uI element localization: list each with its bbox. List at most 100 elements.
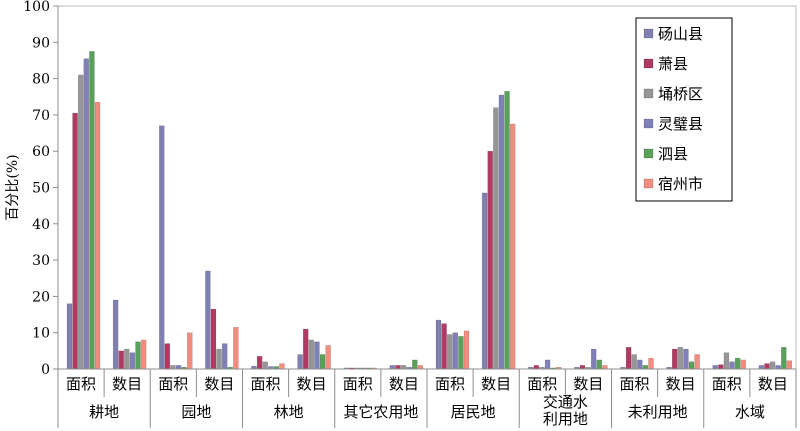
x-group-label: 其它农用地	[343, 403, 418, 421]
bar-宿州市-水域-面积	[740, 359, 746, 370]
bar-埇桥区-园地-数目	[216, 348, 222, 370]
bar-砀山县-居民地-面积	[435, 319, 442, 370]
bar-宿州市-未利用地-面积	[648, 357, 654, 370]
bar-宿州市-交通水利用地-数目	[602, 365, 608, 370]
y-tick-label: 60	[32, 144, 50, 160]
legend-label: 宿州市	[658, 175, 703, 193]
bar-埇桥区-未利用地-数目	[677, 347, 684, 370]
bar-萧县-交通水利用地-面积	[533, 365, 540, 370]
x-sublabel: 面积	[343, 375, 373, 393]
legend-swatch	[643, 118, 654, 129]
bar-萧县-林地-面积	[256, 356, 263, 370]
x-sublabel: 面积	[620, 375, 650, 393]
x-sublabel: 面积	[158, 375, 188, 393]
x-group-label: 居民地	[451, 403, 496, 421]
x-sublabel: 数目	[204, 375, 234, 393]
bar-宿州市-园地-数目	[233, 327, 239, 370]
x-sublabel: 面积	[712, 375, 742, 393]
y-tick-label: 0	[41, 362, 50, 378]
x-sublabel: 数目	[666, 375, 696, 393]
bar-萧县-交通水利用地-数目	[579, 365, 586, 370]
bar-灵璧县-园地-面积	[175, 365, 182, 370]
x-sublabel: 数目	[112, 375, 142, 393]
y-tick-label: 90	[32, 35, 50, 51]
bar-埇桥区-居民地-面积	[447, 334, 453, 370]
bar-灵璧县-耕地-面积	[83, 58, 90, 370]
bar-砀山县-水域-面积	[712, 365, 718, 370]
bar-灵璧县-居民地-数目	[498, 94, 505, 370]
bar-泗县-其它农用地-数目	[412, 359, 418, 370]
legend-label: 泗县	[658, 145, 688, 163]
bar-泗县-居民地-面积	[458, 336, 464, 370]
bar-泗县-耕地-数目	[135, 341, 141, 370]
y-tick-label: 80	[32, 72, 50, 88]
bar-灵璧县-未利用地-面积	[637, 359, 643, 370]
bar-灵璧县-耕地-数目	[129, 352, 136, 370]
bar-埇桥区-林地-数目	[308, 339, 315, 370]
bar-萧县-其它农用地-数目	[395, 365, 401, 370]
x-group-label: 未利用地	[628, 403, 688, 421]
x-sublabel: 面积	[66, 375, 96, 393]
bar-灵璧县-水域-面积	[729, 361, 735, 370]
bar-砀山县-耕地-面积	[66, 303, 73, 370]
bar-宿州市-园地-面积	[187, 332, 193, 370]
bar-埇桥区-未利用地-面积	[631, 354, 637, 370]
bar-萧县-耕地-数目	[118, 350, 124, 370]
y-tick-label: 10	[32, 326, 50, 342]
bar-泗县-未利用地-数目	[688, 361, 695, 370]
bar-泗县-水域-数目	[781, 347, 787, 370]
legend-swatch	[643, 178, 654, 189]
bar-砀山县-林地-数目	[297, 354, 303, 370]
legend-swatch	[643, 58, 654, 69]
bar-灵璧县-交通水利用地-数目	[590, 348, 597, 370]
y-axis-title: 百分比(%)	[5, 154, 21, 220]
y-tick-label: 70	[32, 108, 50, 124]
bar-泗县-耕地-面积	[89, 51, 95, 370]
bar-萧县-园地-面积	[164, 343, 171, 370]
bar-砀山县-园地-数目	[205, 270, 211, 370]
bar-灵璧县-未利用地-数目	[683, 348, 689, 370]
bar-泗县-水域-面积	[734, 357, 741, 370]
bar-宿州市-林地-面积	[279, 363, 285, 370]
bar-砀山县-居民地-数目	[481, 192, 488, 370]
bar-泗县-未利用地-面积	[642, 365, 649, 370]
x-sublabel: 面积	[251, 375, 281, 393]
bar-泗县-林地-数目	[319, 354, 326, 370]
legend-label: 灵璧县	[658, 115, 703, 133]
y-tick-label: 100	[23, 0, 50, 15]
bar-萧县-林地-数目	[303, 328, 309, 370]
x-group-label: 林地	[274, 403, 304, 421]
bar-萧县-园地-数目	[210, 308, 217, 370]
bar-萧县-水域-数目	[764, 363, 770, 370]
x-group-label: 水域	[735, 403, 765, 421]
bar-砀山县-耕地-数目	[112, 299, 119, 370]
bar-宿州市-其它农用地-数目	[417, 365, 424, 370]
x-sublabel: 数目	[297, 375, 327, 393]
bar-灵璧县-林地-数目	[314, 341, 320, 370]
x-sublabel: 面积	[435, 375, 465, 393]
bar-宿州市-水域-数目	[786, 360, 793, 370]
x-sublabel: 数目	[573, 375, 603, 393]
bar-萧县-未利用地-数目	[672, 348, 678, 370]
legend-label: 埇桥区	[658, 85, 703, 103]
bar-宿州市-未利用地-数目	[694, 354, 700, 370]
bar-埇桥区-园地-面积	[170, 365, 176, 370]
bar-砀山县-其它农用地-数目	[389, 365, 396, 370]
bar-宿州市-林地-数目	[325, 345, 331, 370]
bar-宿州市-居民地-数目	[509, 123, 516, 370]
legend-label: 砀山县	[658, 25, 703, 43]
bar-宿州市-耕地-数目	[140, 339, 147, 370]
legend-swatch	[643, 28, 654, 39]
bar-埇桥区-耕地-数目	[124, 348, 130, 370]
bar-萧县-未利用地-面积	[625, 347, 632, 370]
bar-埇桥区-水域-面积	[723, 352, 730, 370]
bar-埇桥区-其它农用地-数目	[400, 365, 407, 370]
bar-萧县-居民地-数目	[487, 150, 493, 370]
bar-埇桥区-林地-面积	[262, 361, 268, 370]
bar-灵璧县-居民地-面积	[452, 332, 458, 370]
y-tick-label: 30	[32, 253, 50, 269]
legend-swatch	[643, 148, 654, 159]
bar-砀山县-园地-面积	[159, 125, 165, 370]
